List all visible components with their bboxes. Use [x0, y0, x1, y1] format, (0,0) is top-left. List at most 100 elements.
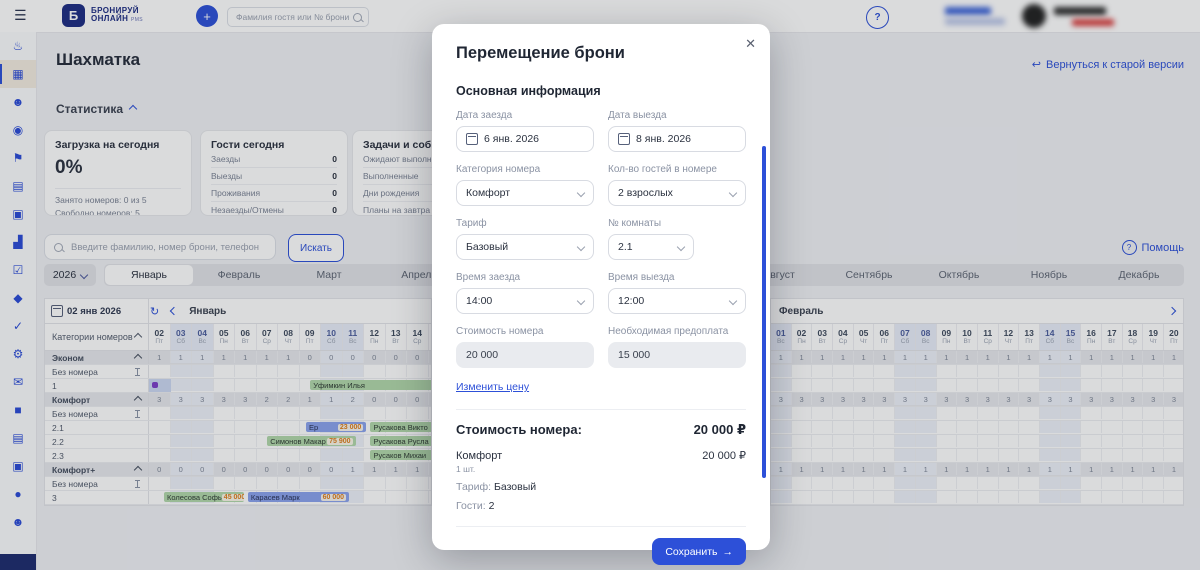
day-cell[interactable] — [1164, 421, 1183, 433]
next-period-chevron[interactable] — [1167, 306, 1177, 316]
booking-bar[interactable]: Ер 23 000 — [305, 422, 367, 432]
day-header-cell[interactable]: 08 Вс — [915, 324, 937, 350]
day-header-cell[interactable]: 10 Вт — [957, 324, 978, 350]
day-cell[interactable] — [342, 365, 364, 377]
day-cell[interactable] — [1019, 421, 1040, 433]
day-cell[interactable] — [937, 435, 958, 447]
sidebar-item-archive[interactable]: ▣ — [0, 452, 36, 480]
day-header-cell[interactable]: 07 Сб — [895, 324, 916, 350]
booking-bar[interactable]: Колесова Софь 45 000 — [164, 492, 244, 502]
day-cell[interactable] — [854, 379, 875, 391]
day-cell[interactable] — [1060, 407, 1082, 419]
day-cell[interactable] — [1060, 421, 1082, 433]
day-cell[interactable] — [364, 477, 386, 489]
day-cell[interactable] — [1039, 491, 1061, 503]
room-label-cell[interactable]: 2.3 — [45, 449, 149, 462]
day-cell[interactable] — [1039, 477, 1061, 489]
day-cell[interactable] — [192, 379, 214, 391]
day-cell[interactable] — [192, 365, 214, 377]
day-cell[interactable] — [1019, 435, 1040, 447]
day-cell[interactable] — [895, 407, 916, 419]
day-cell[interactable] — [1102, 365, 1123, 377]
booking-search-input[interactable] — [69, 240, 266, 254]
day-cell[interactable] — [874, 379, 896, 391]
day-cell[interactable] — [915, 407, 937, 419]
prev-period-chevron[interactable] — [169, 306, 179, 316]
day-header-cell[interactable]: 15 Вс — [1060, 324, 1082, 350]
day-cell[interactable] — [895, 421, 916, 433]
day-cell[interactable] — [1060, 477, 1082, 489]
day-cell[interactable] — [792, 421, 813, 433]
day-header-cell[interactable]: 16 Пн — [1081, 324, 1102, 350]
booking-bar[interactable]: Русаков Михаи — [370, 450, 431, 460]
day-cell[interactable] — [812, 435, 834, 447]
day-cell[interactable] — [170, 365, 192, 377]
sidebar-item-reception[interactable]: ♨ — [0, 32, 36, 60]
day-cell[interactable] — [874, 477, 896, 489]
day-cell[interactable] — [771, 435, 792, 447]
month-tab-4[interactable]: Апрель — [401, 269, 437, 281]
day-cell[interactable] — [1019, 449, 1040, 461]
day-cell[interactable] — [300, 449, 321, 461]
avatar[interactable] — [1022, 4, 1046, 28]
day-cell[interactable] — [1081, 365, 1102, 377]
day-header-cell[interactable]: 14 Сб — [1039, 324, 1061, 350]
day-cell[interactable] — [1164, 449, 1183, 461]
day-cell[interactable] — [235, 435, 257, 447]
day-cell[interactable] — [1060, 435, 1082, 447]
help-link[interactable]: ? Помощь — [1121, 240, 1184, 255]
stats-toggle[interactable]: Статистика — [56, 102, 138, 116]
day-cell[interactable] — [235, 449, 257, 461]
day-cell[interactable] — [1143, 365, 1165, 377]
modal-scrollbar[interactable] — [762, 146, 766, 478]
room-label-cell[interactable]: 2.2 — [45, 435, 149, 448]
day-cell[interactable] — [170, 421, 192, 433]
day-cell[interactable] — [170, 379, 192, 391]
sidebar-item-bookings[interactable]: ◉ — [0, 116, 36, 144]
checkin-date-field[interactable]: 6 янв. 2026 — [456, 126, 594, 152]
day-cell[interactable] — [792, 379, 813, 391]
search-button[interactable]: Искать — [288, 234, 344, 262]
day-cell[interactable] — [1143, 379, 1165, 391]
day-cell[interactable] — [1164, 407, 1183, 419]
day-cell[interactable] — [1143, 477, 1165, 489]
booking-bar[interactable]: Карасев Марк 60 000 — [247, 492, 350, 502]
day-cell[interactable] — [854, 449, 875, 461]
day-header-cell[interactable]: 14 Ср — [407, 324, 429, 350]
month-tab-9[interactable]: Сентябрь — [845, 269, 893, 281]
day-cell[interactable] — [1123, 449, 1144, 461]
day-cell[interactable] — [915, 477, 937, 489]
day-cell[interactable] — [854, 365, 875, 377]
day-cell[interactable] — [1164, 365, 1183, 377]
day-cell[interactable] — [386, 491, 407, 503]
day-cell[interactable] — [386, 407, 407, 419]
day-cell[interactable] — [300, 477, 321, 489]
day-cell[interactable] — [214, 435, 235, 447]
day-cell[interactable] — [874, 365, 896, 377]
day-cell[interactable] — [915, 435, 937, 447]
day-cell[interactable] — [999, 477, 1020, 489]
day-cell[interactable] — [1123, 435, 1144, 447]
day-header-cell[interactable]: 09 Пт — [300, 324, 321, 350]
booking-start-cell[interactable] — [149, 379, 171, 392]
day-cell[interactable] — [278, 407, 300, 419]
day-header-cell[interactable]: 09 Пн — [937, 324, 958, 350]
day-header-cell[interactable]: 01 Вс — [771, 324, 792, 350]
day-header-cell[interactable]: 02 Пн — [792, 324, 813, 350]
day-cell[interactable] — [771, 477, 792, 489]
day-cell[interactable] — [1143, 491, 1165, 503]
day-cell[interactable] — [278, 449, 300, 461]
sidebar-item-payments[interactable]: ■ — [0, 396, 36, 424]
day-cell[interactable] — [170, 407, 192, 419]
day-cell[interactable] — [257, 407, 278, 419]
day-cell[interactable] — [833, 477, 854, 489]
day-cell[interactable] — [192, 407, 214, 419]
booking-bar[interactable]: Русакова Викто — [370, 422, 431, 432]
day-cell[interactable] — [978, 491, 999, 503]
day-header-cell[interactable]: 04 Ср — [833, 324, 854, 350]
history-icon[interactable]: ↻ — [150, 305, 160, 318]
day-cell[interactable] — [874, 435, 896, 447]
day-cell[interactable] — [1102, 477, 1123, 489]
day-cell[interactable] — [833, 365, 854, 377]
day-cell[interactable] — [257, 477, 278, 489]
